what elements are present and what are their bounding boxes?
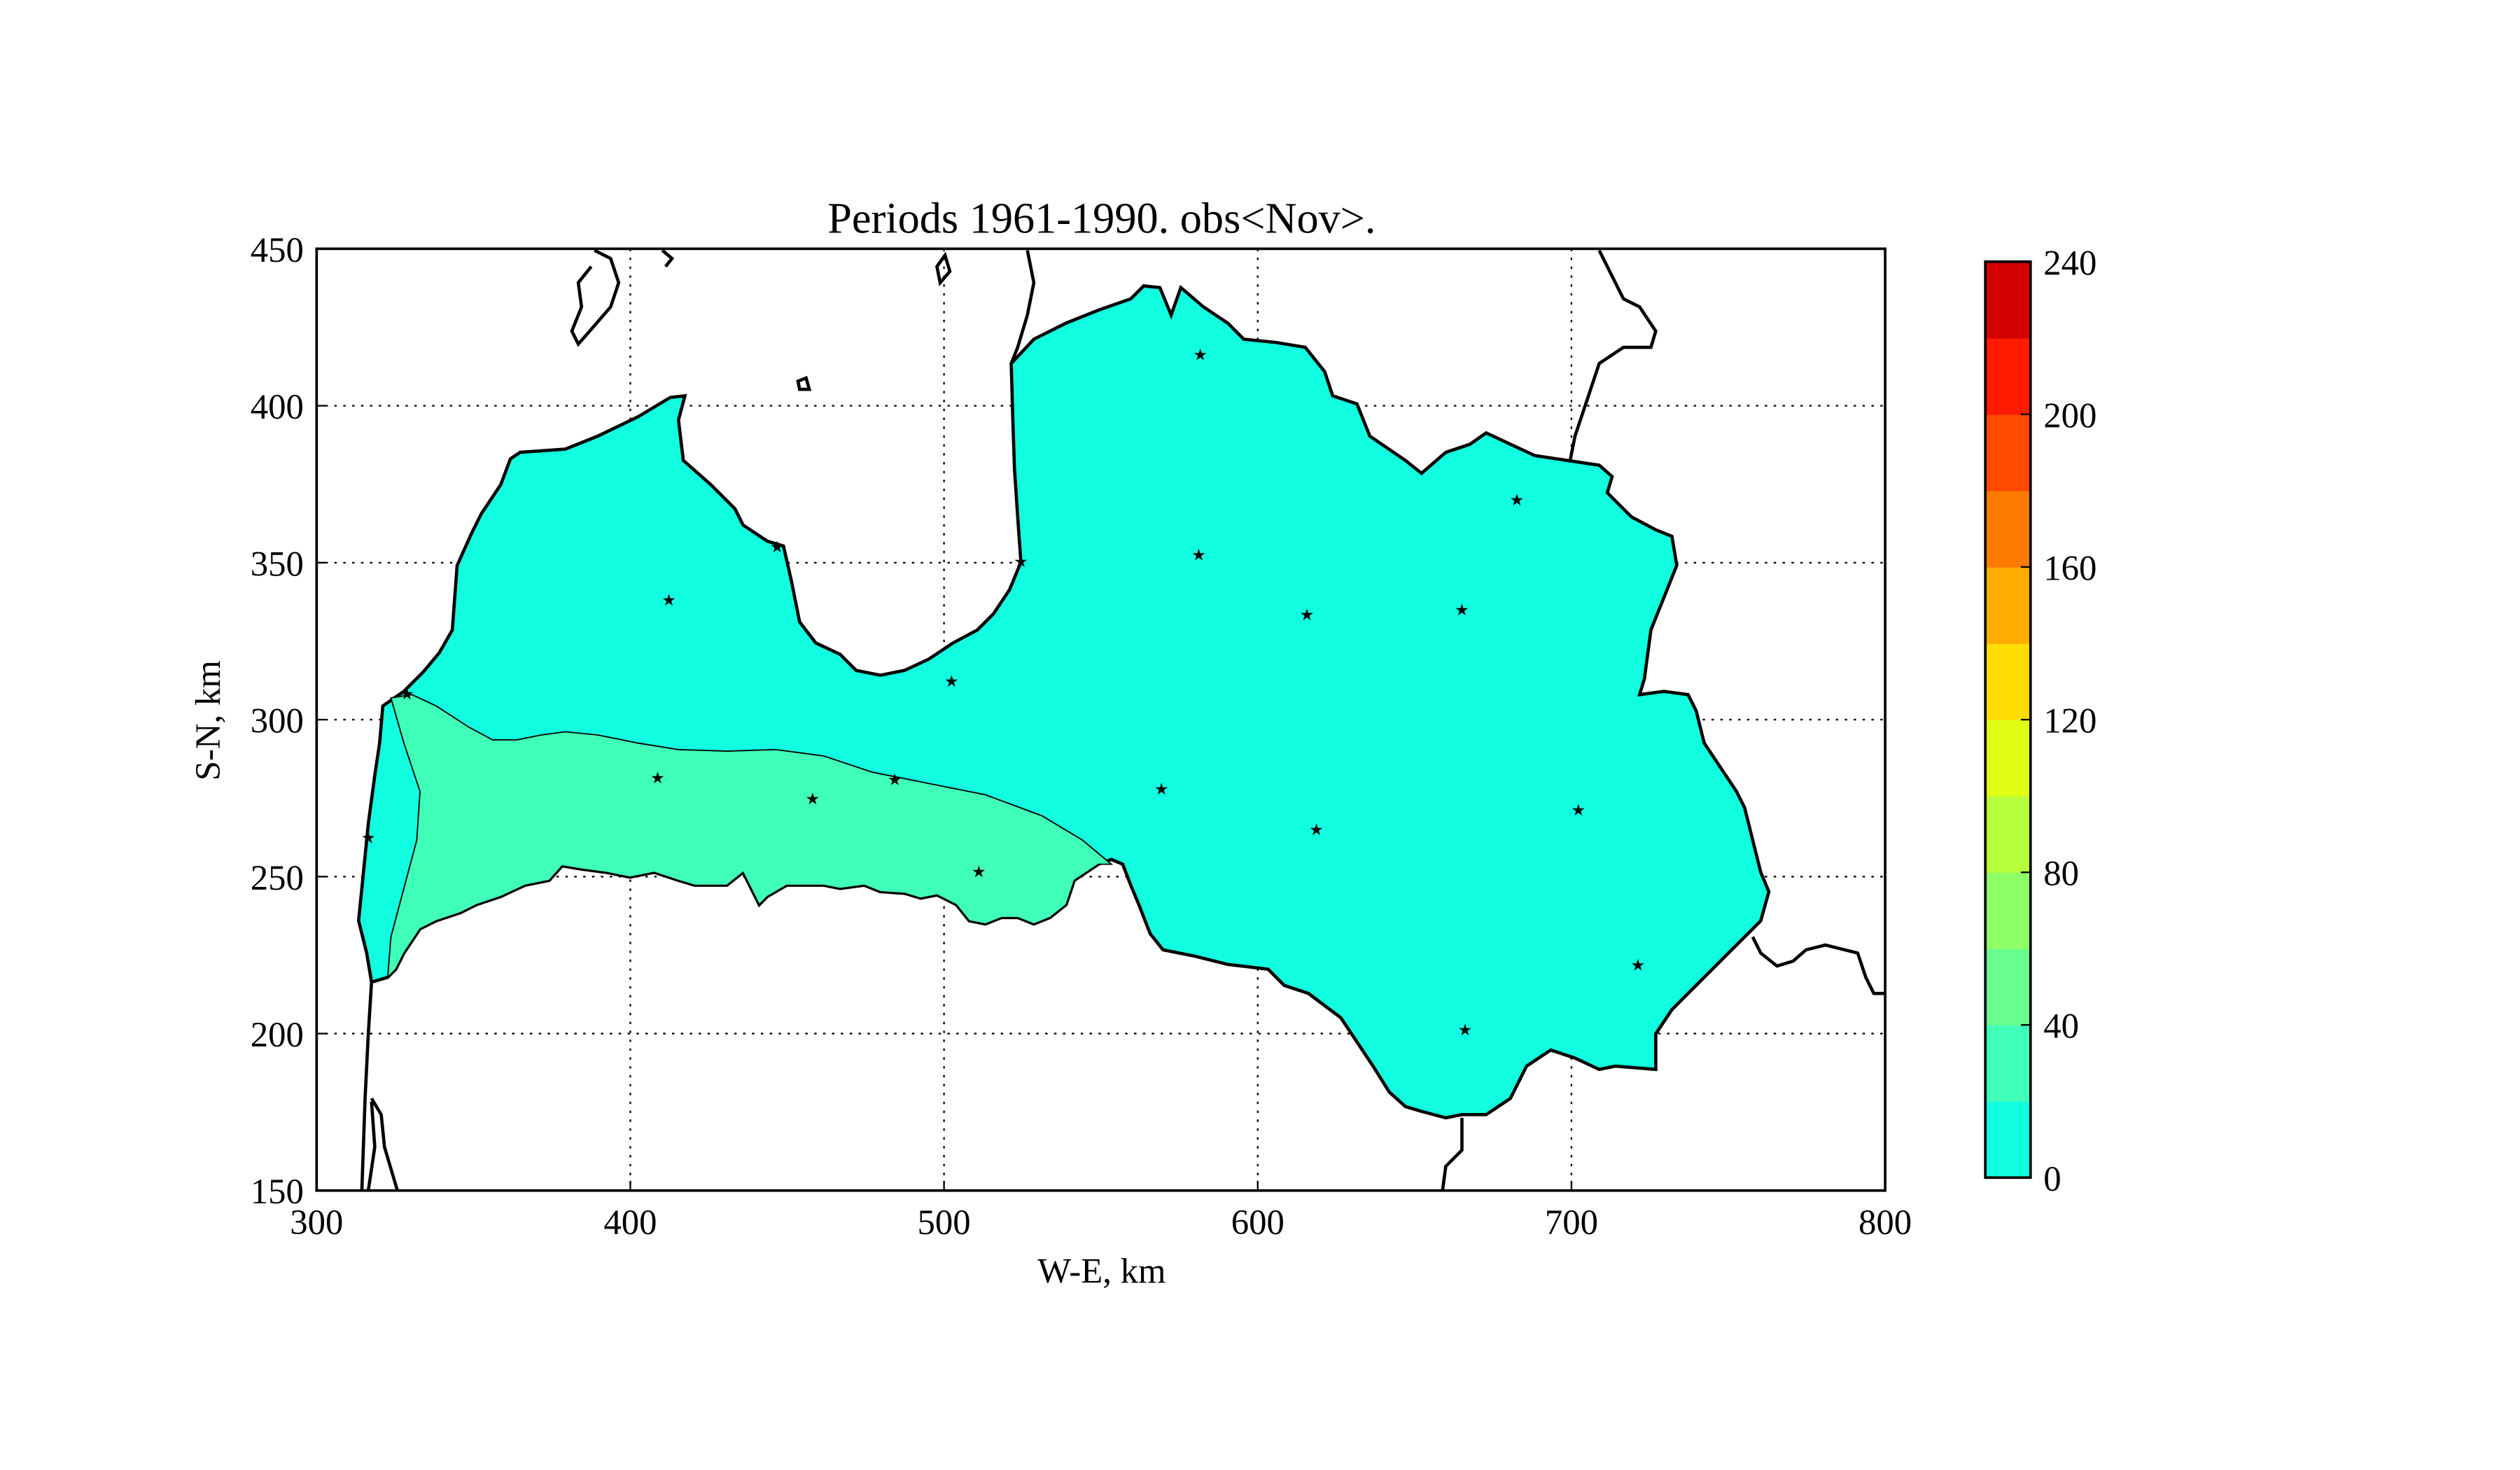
station-marker: ★	[888, 771, 902, 789]
station-marker: ★	[1300, 606, 1315, 624]
station-marker: ★	[650, 769, 665, 787]
small-island	[796, 375, 812, 391]
russia-border	[1568, 249, 1658, 461]
colorbar-tick-label: 240	[2043, 243, 2096, 282]
station-marker: ★	[944, 672, 959, 690]
x-tick-label: 500	[918, 1203, 971, 1242]
y-tick-label: 200	[251, 1015, 304, 1054]
x-axis-ticks: 300 400 500 600 700 800	[290, 1180, 1912, 1242]
colorbar-tick-label: 0	[2043, 1159, 2061, 1198]
station-marker: ★	[1193, 345, 1208, 363]
station-marker: ★	[361, 829, 376, 847]
colorbar-segment	[1985, 261, 2031, 339]
colorbar-segment	[1985, 567, 2031, 644]
station-marker: ★	[1458, 1021, 1473, 1039]
station-marker: ★	[1154, 780, 1169, 798]
colorbar: 0 40 80 120 160 200 240	[1984, 243, 2096, 1198]
station-marker: ★	[662, 591, 676, 609]
x-tick-label: 600	[1231, 1203, 1284, 1242]
colorbar-segment	[1985, 796, 2031, 873]
station-marker: ★	[1014, 552, 1028, 570]
x-tick-label: 400	[603, 1203, 657, 1242]
colorbar-segment	[1985, 1025, 2031, 1102]
colorbar-segment	[1985, 414, 2031, 491]
station-markers: ★ ★ ★ ★ ★ ★ ★ ★ ★ ★ ★ ★ ★ ★ ★ ★ ★ ★ ★ ★	[361, 345, 1645, 1039]
station-marker: ★	[400, 685, 414, 703]
estonia-coast	[1009, 250, 1036, 365]
x-axis-label: W-E, km	[1037, 1251, 1166, 1290]
y-tick-label: 350	[251, 544, 304, 583]
x-tick-label: 800	[1858, 1203, 1912, 1242]
station-marker: ★	[1510, 491, 1525, 509]
station-marker: ★	[1571, 801, 1586, 819]
region-20-40	[386, 694, 1114, 979]
chart-title: Periods 1961-1990. obs<Nov>.	[827, 194, 1376, 242]
y-tick-label: 450	[251, 230, 304, 270]
gotland-coast	[570, 248, 621, 347]
colorbar-tick-label: 40	[2043, 1007, 2079, 1046]
x-tick-label: 700	[1545, 1203, 1598, 1242]
y-axis-label: S-N, km	[188, 660, 227, 780]
saaremaa-coast	[935, 251, 952, 286]
region-0-20	[356, 284, 1771, 1120]
colorbar-segment	[1985, 337, 2031, 415]
colorbar-segment	[1985, 720, 2031, 797]
colorbar-tick-label: 160	[2043, 548, 2096, 587]
station-marker: ★	[805, 790, 820, 808]
island-coast	[661, 248, 675, 268]
station-marker: ★	[1455, 601, 1469, 619]
plot-area: ★★★★ ★★ ★★★★★★★★★★★★★★ 300 400 500 600 700 800 …	[251, 230, 1912, 1242]
station-marker: ★	[1309, 820, 1324, 839]
x-tick-label: 300	[290, 1203, 343, 1242]
colorbar-tick-label: 200	[2043, 396, 2096, 435]
belarus-border	[1441, 1117, 1464, 1191]
colorbar-segment	[1985, 643, 2031, 720]
station-marker: ★	[972, 862, 986, 881]
station-marker: ★	[1191, 546, 1206, 564]
y-axis-ticks: 150 200 250 300 350 400 450	[251, 230, 327, 1211]
colorbar-tick-label: 120	[2043, 701, 2096, 741]
colorbar-segment	[1985, 872, 2031, 949]
colorbar-segment	[1985, 1101, 2031, 1178]
y-tick-label: 150	[251, 1172, 304, 1211]
colorbar-segment	[1985, 490, 2031, 568]
y-tick-label: 400	[251, 387, 304, 426]
y-tick-label: 300	[251, 701, 304, 741]
y-tick-label: 250	[251, 858, 304, 897]
colorbar-segment	[1985, 948, 2031, 1026]
lithuania-border	[1751, 936, 1886, 995]
coastlines	[360, 248, 1886, 1191]
station-marker: ★	[770, 538, 785, 556]
lithuania-coast	[360, 981, 399, 1191]
station-marker: ★	[1631, 956, 1646, 974]
colorbar-tick-label: 80	[2043, 854, 2079, 893]
